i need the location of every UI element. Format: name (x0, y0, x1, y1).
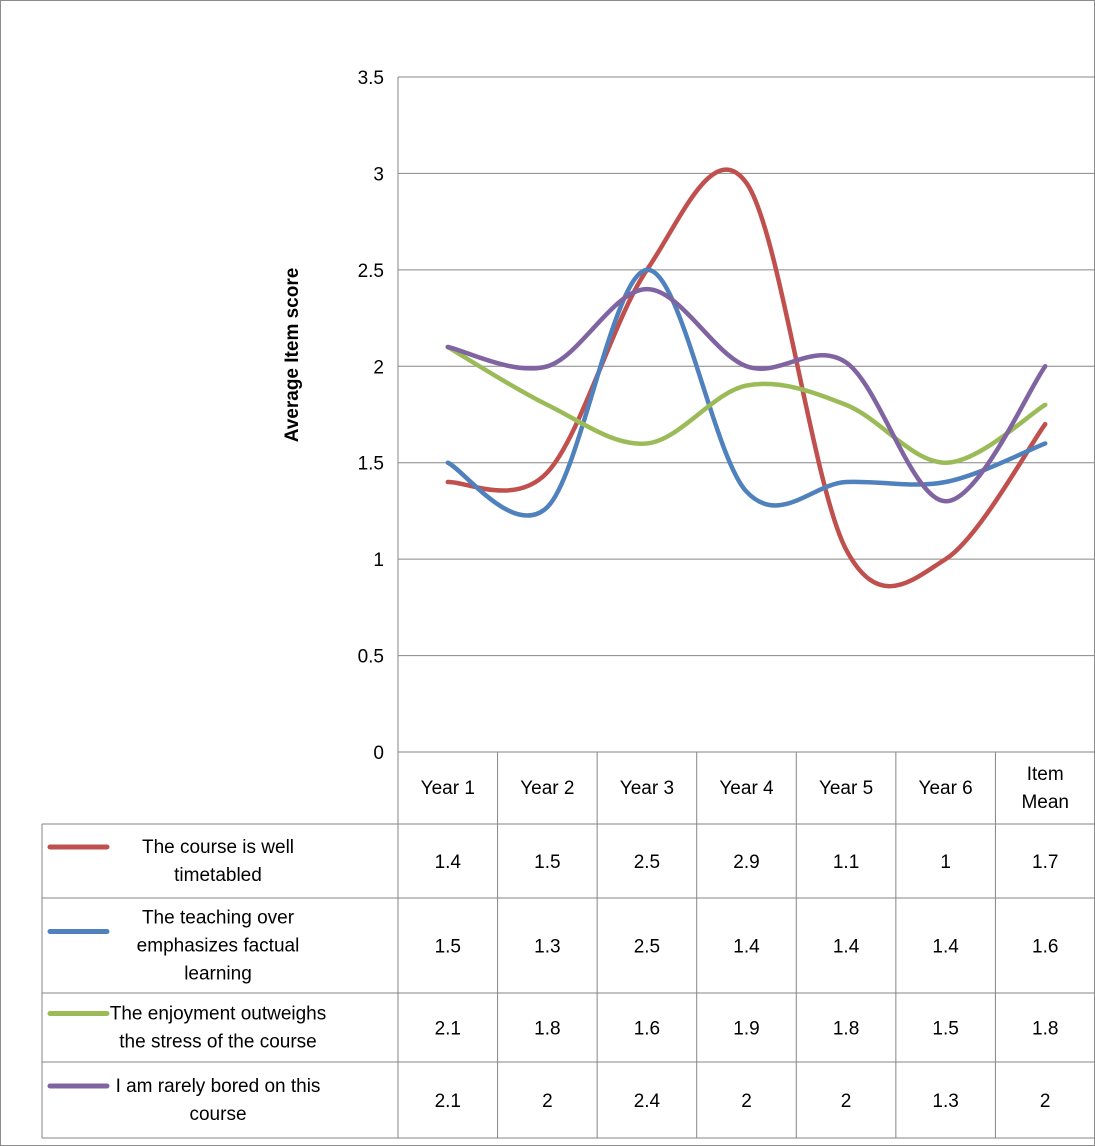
y-tick-label: 2 (373, 357, 384, 378)
category-label: Year 3 (620, 778, 674, 799)
data-value: 1.6 (634, 1019, 660, 1040)
y-tick-label: 2.5 (358, 261, 384, 282)
category-label: Year 6 (919, 778, 973, 799)
data-value: 1.3 (932, 1091, 958, 1112)
data-value: 2 (1040, 1091, 1051, 1112)
data-value: 1.4 (932, 937, 959, 958)
data-value: 1.4 (435, 852, 462, 873)
data-value: 2.1 (435, 1019, 461, 1040)
y-tick-label: 0.5 (358, 647, 384, 668)
category-label: Year 4 (719, 778, 774, 799)
data-value: 2 (542, 1091, 553, 1112)
data-value: 2.5 (634, 937, 660, 958)
series-lines (445, 167, 1048, 589)
series-line (445, 344, 1048, 465)
data-value: 1.8 (833, 1019, 859, 1040)
y-tick-label: 0 (373, 743, 384, 764)
data-value: 1.9 (733, 1019, 759, 1040)
data-value: 2.1 (435, 1091, 461, 1112)
data-value: 1.5 (435, 937, 461, 958)
series-line (445, 267, 1048, 518)
y-tick-label: 3 (373, 164, 384, 185)
y-tick-label: 1.5 (358, 454, 384, 475)
legend-label: The enjoyment outweighs the stress of the… (110, 1004, 327, 1053)
y-axis-title: Average Item score (282, 268, 303, 443)
data-value: 1.5 (932, 1019, 958, 1040)
series-line (445, 286, 1048, 504)
data-value: 1.5 (534, 852, 560, 873)
data-value: 1.8 (1032, 1019, 1058, 1040)
category-label: Year 2 (520, 778, 574, 799)
legend-label: I am rarely bored on this course (116, 1076, 321, 1125)
data-value: 1 (940, 852, 951, 873)
y-axis: 0 0.5 1 1.5 2 2.5 3 3.5 (358, 68, 384, 764)
data-value: 1.7 (1032, 852, 1058, 873)
data-value: 2.5 (634, 852, 660, 873)
data-value: 1.8 (534, 1019, 560, 1040)
category-label: Year 1 (421, 778, 475, 799)
data-table: Year 1 Year 2 Year 3 Year 4 Year 5 Year 6 Item… (41, 751, 1095, 1139)
data-value: 2 (841, 1091, 852, 1112)
legend-label: The teaching over emphasizes factual learn… (137, 908, 300, 985)
y-tick-label: 3.5 (358, 68, 384, 89)
data-value: 1.1 (833, 852, 859, 873)
legend-label: The course is well timetabled (142, 837, 294, 886)
y-tick-label: 1 (373, 550, 384, 571)
data-value: 1.3 (534, 937, 560, 958)
data-value: 2.4 (634, 1091, 661, 1112)
data-value: 1.4 (833, 937, 860, 958)
data-value: 2 (741, 1091, 752, 1112)
data-value: 1.4 (733, 937, 760, 958)
series-line (445, 167, 1048, 589)
data-value: 1.6 (1032, 937, 1058, 958)
category-label: Year 5 (819, 778, 873, 799)
data-value: 2.9 (733, 852, 759, 873)
category-label: Item Mean (1021, 764, 1069, 813)
